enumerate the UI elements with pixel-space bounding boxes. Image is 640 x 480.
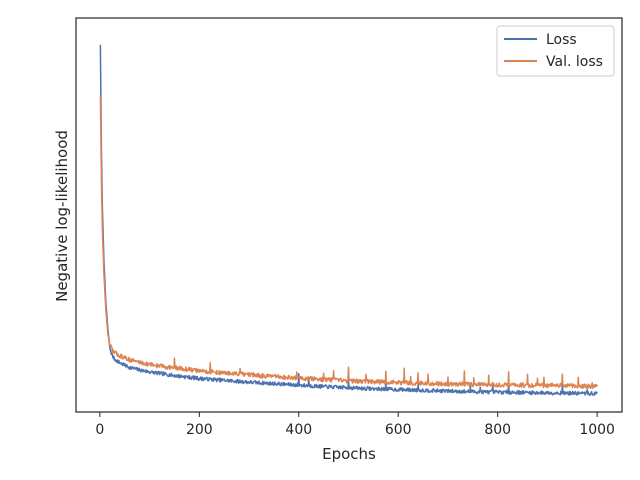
x-axis: 0 200 400 600 800 1000 [95,412,615,438]
y-axis-label: Negative log-likelihood [53,130,71,302]
legend-label-val-loss: Val. loss [546,54,603,70]
series-line-val-loss [99,96,598,390]
x-tick-label: 0 [95,422,104,438]
x-axis-label: Epochs [322,445,376,463]
legend: Loss Val. loss [496,25,615,77]
x-tick-label: 600 [385,422,412,438]
lines-layer [99,44,598,396]
x-tick-label: 200 [186,422,213,438]
x-tick-label: 800 [484,422,511,438]
series-line-loss [99,44,598,396]
x-tick-label: 1000 [579,422,615,438]
legend-label-loss: Loss [546,32,577,48]
plot-frame [75,17,623,413]
x-tick-label: 400 [285,422,312,438]
